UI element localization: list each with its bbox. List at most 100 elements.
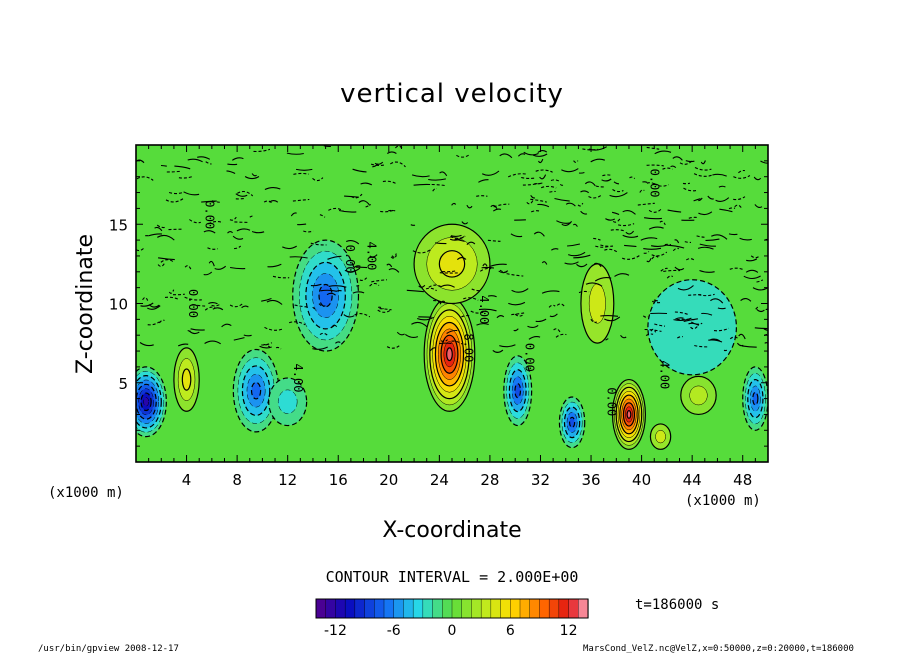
contour-squiggle [289, 256, 308, 259]
contour-squiggle [642, 315, 649, 318]
contour-squiggle [450, 235, 466, 239]
contour-squiggle [679, 160, 693, 165]
contour-squiggle [136, 176, 154, 181]
contour-squiggle [578, 171, 585, 174]
contour-squiggle [522, 182, 541, 186]
contour-squiggle [165, 197, 185, 203]
x-tick-label: 40 [632, 471, 651, 489]
contour-squiggle [208, 260, 215, 267]
contour-squiggle [604, 316, 621, 322]
contour-squiggle [565, 202, 576, 207]
colorbar-bin [335, 598, 346, 619]
contour-squiggle [292, 198, 310, 202]
contour-squiggle [530, 210, 542, 213]
contour-squiggle [541, 185, 557, 189]
velocity-cell [173, 347, 200, 412]
contour-squiggle [479, 267, 492, 272]
x-tick-label: 20 [379, 471, 398, 489]
colorbar-bin [519, 598, 531, 619]
contour-squiggle [550, 179, 560, 182]
contour-squiggle [577, 202, 584, 207]
contour-squiggle [738, 333, 746, 340]
contour-squiggle [249, 215, 255, 218]
contour-band [446, 347, 453, 362]
contour-squiggle [741, 345, 757, 348]
contour-squiggle [312, 306, 318, 311]
contour-squiggle [653, 299, 658, 302]
contour-squiggle [693, 173, 713, 177]
y-tick-label: 15 [109, 216, 128, 234]
contour-squiggle [456, 257, 467, 261]
contour-squiggle [328, 207, 344, 212]
contour-squiggle [646, 146, 660, 150]
contour-squiggle [358, 200, 371, 206]
contour-squiggle [410, 224, 416, 226]
contour-squiggle [208, 302, 218, 305]
contour-squiggle [197, 156, 211, 160]
contour-squiggle [275, 346, 282, 350]
contour-squiggle [530, 194, 536, 199]
contour-squiggle [650, 328, 657, 333]
contour-squiggle [192, 303, 206, 307]
colorbar-bin [422, 598, 434, 619]
contour-squiggle [286, 152, 304, 155]
contour-squiggle [244, 176, 260, 180]
contour-squiggle [203, 230, 216, 234]
contour-squiggle [617, 223, 635, 227]
x-tick-label: 12 [278, 471, 297, 489]
contour-squiggle [178, 176, 193, 179]
contour-squiggle [267, 263, 282, 268]
colorbar-bin [315, 598, 327, 619]
contour-squiggle [514, 313, 524, 317]
contour-squiggle [684, 241, 692, 243]
contour-squiggle [326, 292, 336, 296]
contour-squiggle [674, 311, 690, 316]
contour-squiggle [272, 275, 290, 279]
colorbar-bin [374, 598, 385, 619]
contour-squiggle [379, 308, 392, 311]
footer-left: /usr/bin/gpview 2008-12-17 [38, 644, 179, 654]
contour-squiggle [508, 301, 526, 306]
contour-squiggle [269, 200, 279, 203]
contour-squiggle [157, 261, 166, 267]
colorbar-bin [383, 598, 395, 619]
colorbar-frame [315, 598, 589, 619]
contour-squiggle [391, 253, 397, 258]
contour-squiggle [561, 221, 573, 226]
contour-squiggle [354, 313, 371, 318]
contour-squiggle [190, 328, 205, 331]
contour-squiggle [723, 348, 729, 352]
contour-squiggle [266, 299, 283, 305]
contour-squiggle [549, 190, 556, 193]
x-tick-label: 28 [480, 471, 499, 489]
contour-squiggle [319, 332, 329, 337]
contour-squiggle [207, 247, 218, 250]
y-tick-label: 5 [118, 375, 128, 393]
contour-squiggle [189, 219, 201, 224]
contour-band [318, 283, 333, 308]
contour-squiggle [345, 240, 360, 245]
colorbar-bin [403, 598, 414, 619]
contour-squiggle [237, 190, 254, 197]
contour-squiggle [533, 231, 545, 237]
contour-squiggle [550, 248, 559, 251]
contour-squiggle [487, 295, 497, 298]
contour-label: 4.00 [364, 241, 378, 270]
contour-squiggle [413, 183, 431, 186]
contour-squiggle [644, 217, 662, 220]
contour-squiggle [728, 207, 736, 210]
contour-squiggle [585, 282, 603, 287]
colorbar-bin [529, 598, 541, 619]
contour-squiggle [208, 221, 224, 225]
contour-label: 0.00 [186, 289, 200, 318]
contour-squiggle [310, 242, 327, 246]
contour-squiggle [440, 339, 448, 343]
contour-squiggle [561, 168, 579, 173]
contour-squiggle [698, 211, 713, 216]
contour-squiggle [765, 308, 768, 311]
contour-squiggle [712, 173, 727, 177]
contour-squiggle [388, 268, 400, 273]
contour-squiggle [644, 328, 662, 332]
contour-squiggle [251, 230, 265, 234]
